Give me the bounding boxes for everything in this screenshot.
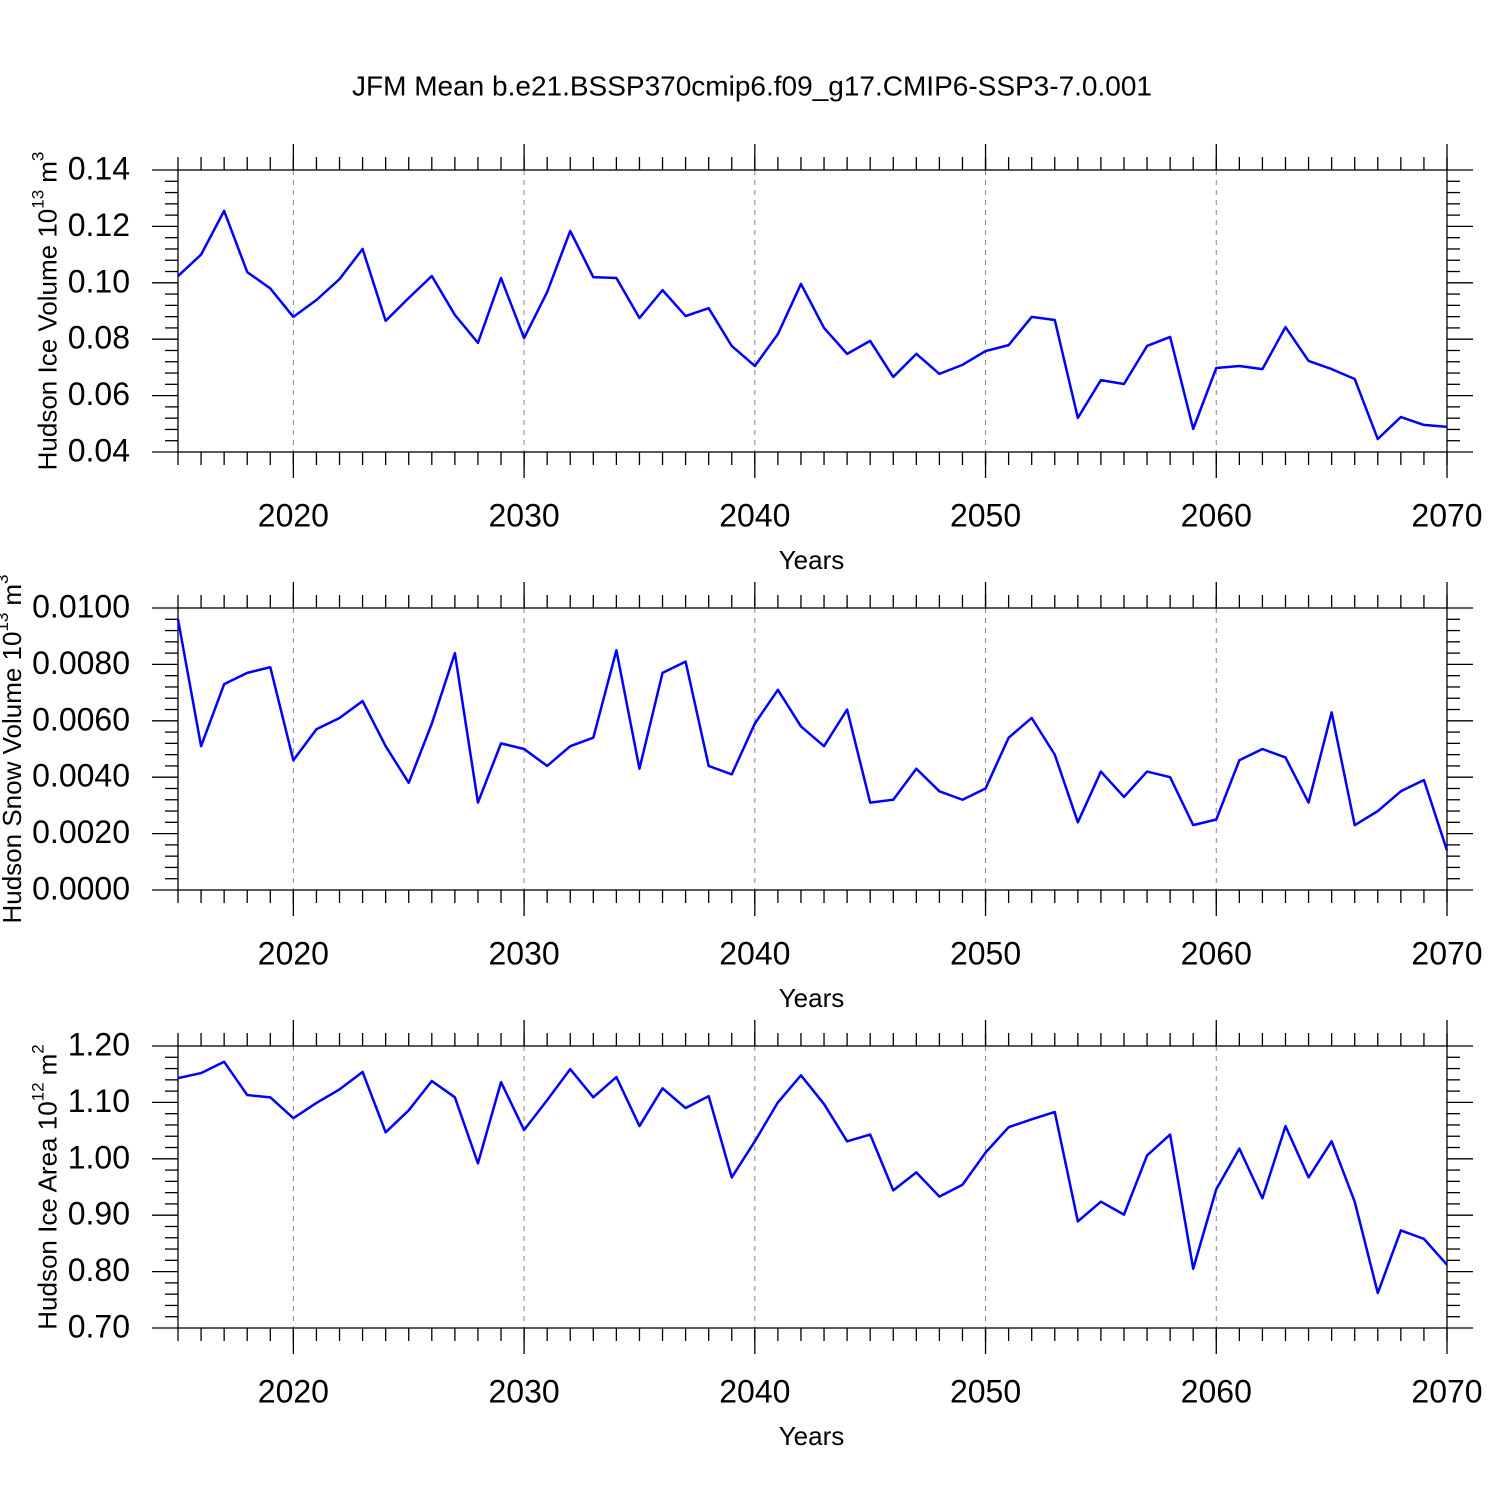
y-tick-label: 0.12 bbox=[68, 207, 130, 243]
x-tick-label: 2070 bbox=[1411, 1373, 1482, 1409]
x-tick-label: 2020 bbox=[258, 497, 329, 533]
y-tick-label: 0.0080 bbox=[32, 645, 130, 681]
y-tick-label: 1.10 bbox=[68, 1083, 130, 1119]
y-axis-label: Hudson Ice Area 1012 m2 bbox=[29, 1044, 62, 1329]
y-axis-label: Hudson Ice Volume 1013 m3 bbox=[29, 152, 62, 471]
x-tick-label: 2050 bbox=[950, 497, 1021, 533]
x-tick-label: 2020 bbox=[258, 935, 329, 971]
y-axis-label-unit-exponent: 2 bbox=[29, 1044, 48, 1053]
x-tick-label: 2060 bbox=[1181, 497, 1252, 533]
y-tick-label: 0.0040 bbox=[32, 758, 130, 794]
y-tick-label: 0.14 bbox=[68, 150, 130, 186]
plot-frame bbox=[177, 169, 1448, 453]
y-tick-label: 0.08 bbox=[68, 320, 130, 356]
y-axis-label-unit-exponent: 3 bbox=[29, 152, 48, 161]
y-axis-label-text: Hudson Ice Area 10 bbox=[33, 1101, 63, 1329]
y-tick-label: 1.00 bbox=[68, 1139, 130, 1175]
x-axis-label: Years bbox=[779, 545, 845, 575]
x-axis-label: Years bbox=[779, 983, 845, 1013]
y-axis-label-unit: m bbox=[0, 584, 27, 606]
y-tick-label: 0.0100 bbox=[32, 588, 130, 624]
x-tick-label: 2070 bbox=[1411, 497, 1482, 533]
x-tick-label: 2030 bbox=[488, 935, 559, 971]
data-line bbox=[177, 209, 1448, 441]
y-axis-label-text: Hudson Snow Volume 10 bbox=[0, 632, 27, 924]
x-tick-label: 2050 bbox=[950, 935, 1021, 971]
y-axis-label-text: Hudson Ice Volume 10 bbox=[33, 209, 63, 471]
x-tick-label: 2040 bbox=[719, 935, 790, 971]
x-tick-label: 2040 bbox=[719, 497, 790, 533]
x-tick-label: 2060 bbox=[1181, 935, 1252, 971]
y-tick-label: 0.04 bbox=[68, 432, 130, 468]
x-tick-label: 2040 bbox=[719, 1373, 790, 1409]
x-tick-label: 2070 bbox=[1411, 935, 1482, 971]
x-axis-label: Years bbox=[779, 1421, 845, 1451]
y-axis-label-unit-exponent: 3 bbox=[0, 574, 13, 583]
x-tick-label: 2020 bbox=[258, 1373, 329, 1409]
x-tick-label: 2050 bbox=[950, 1373, 1021, 1409]
y-axis-label: Hudson Snow Volume 1013 m3 bbox=[0, 574, 27, 923]
x-tick-label: 2030 bbox=[488, 497, 559, 533]
y-tick-label: 0.10 bbox=[68, 263, 130, 299]
y-axis-label-exponent: 13 bbox=[0, 613, 13, 632]
plot-frame bbox=[177, 1045, 1448, 1329]
y-axis-label-unit: m bbox=[33, 161, 63, 183]
y-tick-label: 0.0020 bbox=[32, 814, 130, 850]
data-line bbox=[176, 619, 1449, 851]
y-tick-label: 0.90 bbox=[68, 1196, 130, 1232]
x-tick-label: 2060 bbox=[1181, 1373, 1252, 1409]
y-axis-label-unit: m bbox=[33, 1054, 63, 1076]
y-tick-label: 0.0000 bbox=[32, 870, 130, 906]
y-tick-label: 0.06 bbox=[68, 376, 130, 412]
plot-frame bbox=[177, 607, 1448, 891]
y-tick-label: 1.20 bbox=[68, 1026, 130, 1062]
y-axis-label-exponent: 13 bbox=[29, 190, 48, 209]
y-tick-label: 0.80 bbox=[68, 1252, 130, 1288]
figure-title: JFM Mean b.e21.BSSP370cmip6.f09_g17.CMIP… bbox=[352, 70, 1152, 101]
y-tick-label: 0.70 bbox=[68, 1308, 130, 1344]
y-tick-label: 0.0060 bbox=[32, 701, 130, 737]
y-axis-label-exponent: 12 bbox=[29, 1082, 48, 1101]
x-tick-label: 2030 bbox=[488, 1373, 559, 1409]
data-line bbox=[177, 1060, 1448, 1295]
